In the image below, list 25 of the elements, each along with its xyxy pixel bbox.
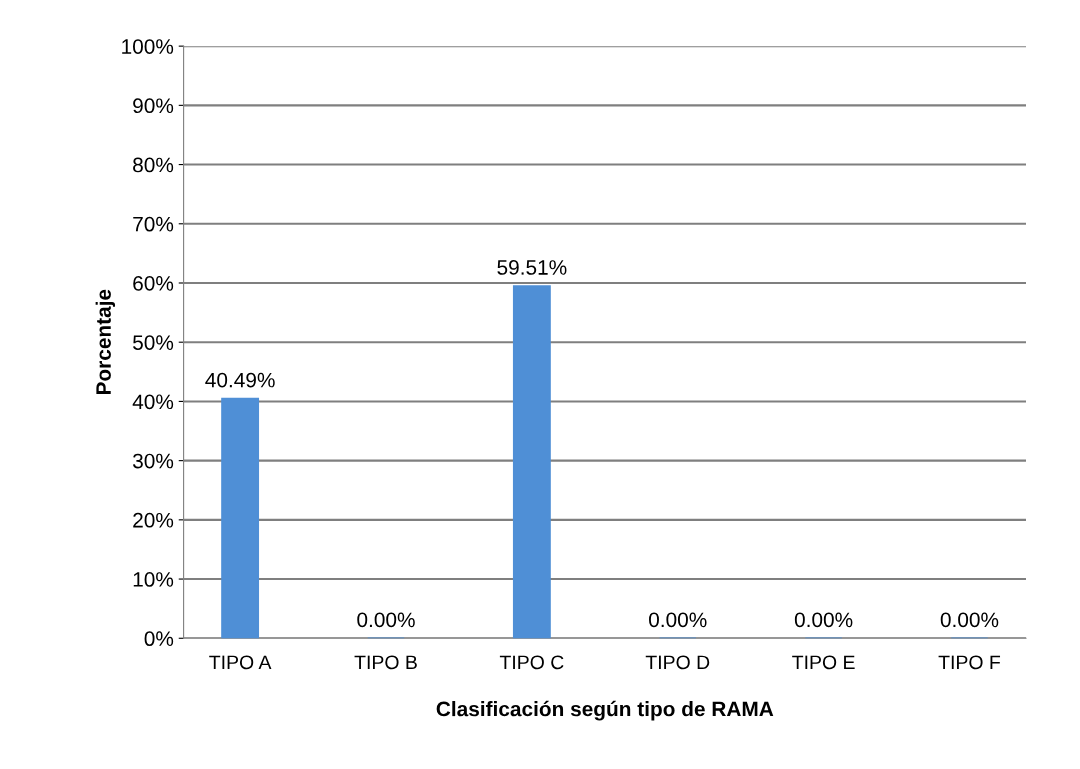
y-tick-label: 20% bbox=[133, 512, 174, 528]
y-tick-label: 0% bbox=[144, 631, 174, 647]
data-label: 0.00% bbox=[357, 612, 415, 628]
y-tick-label: 60% bbox=[133, 275, 174, 291]
x-tick-label: TIPO E bbox=[792, 655, 855, 670]
y-tick-label: 10% bbox=[133, 572, 174, 587]
x-tick-label: TIPO C bbox=[499, 655, 564, 670]
y-tick-label: 50% bbox=[133, 335, 174, 350]
y-tick-label: 80% bbox=[133, 157, 174, 173]
y-axis-title: Porcentaje bbox=[95, 289, 116, 395]
x-tick-label: TIPO D bbox=[645, 655, 710, 670]
y-tick-label: 30% bbox=[132, 453, 174, 469]
x-tick-label: TIPO F bbox=[938, 655, 1001, 670]
y-tick-label: 90% bbox=[133, 98, 174, 114]
y-tick-label: 40% bbox=[132, 394, 174, 410]
y-tick-label: 70% bbox=[133, 216, 174, 232]
x-tick-label: TIPO A bbox=[209, 655, 272, 670]
data-label: 40.49% bbox=[205, 372, 275, 388]
y-tick-label: 100% bbox=[122, 39, 174, 54]
data-label: 0.00% bbox=[649, 612, 707, 628]
x-tick-label: TIPO B bbox=[354, 655, 417, 670]
data-label: 0.00% bbox=[940, 612, 999, 628]
data-label: 0.00% bbox=[794, 612, 853, 628]
x-axis-title: Clasificación según tipo de RAMA bbox=[436, 700, 774, 721]
data-label: 59.51% bbox=[497, 260, 567, 275]
